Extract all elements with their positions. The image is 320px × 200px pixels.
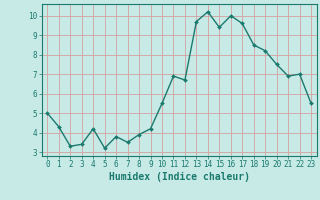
X-axis label: Humidex (Indice chaleur): Humidex (Indice chaleur): [109, 172, 250, 182]
